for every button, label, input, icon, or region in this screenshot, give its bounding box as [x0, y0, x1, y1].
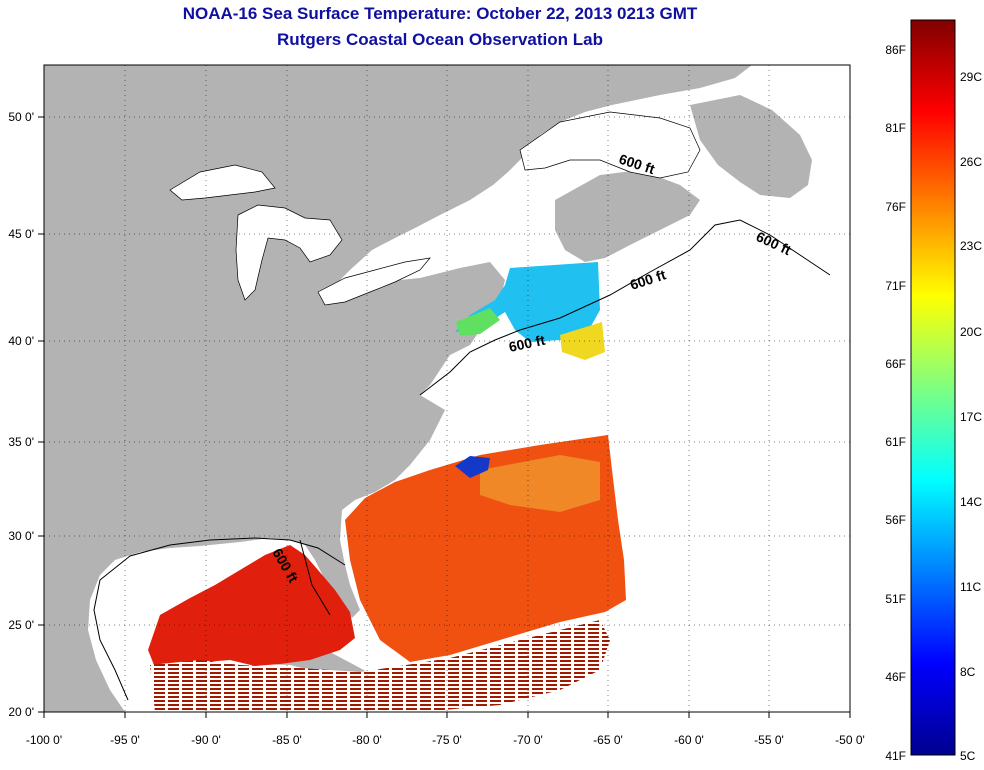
x-tick-label: -70 0': [513, 733, 543, 747]
colorbar-f-label: 86F: [885, 43, 906, 57]
lake-erie-ontario: [317, 257, 431, 306]
land-canada: [44, 65, 752, 320]
sst-caribbean-streaked: [150, 620, 610, 712]
colorbar-c-label: 17C: [960, 410, 982, 424]
map-title: NOAA-16 Sea Surface Temperature: October…: [182, 4, 698, 23]
lake-michigan-huron: [235, 204, 343, 301]
gulf-st-lawrence: [519, 111, 701, 179]
colorbar-c-label: 8C: [960, 665, 976, 679]
colorbar-f-label: 61F: [885, 435, 906, 449]
y-tick-label: 35 0': [8, 435, 34, 449]
x-tick-label: -60 0': [674, 733, 704, 747]
x-tick-label: -50 0': [835, 733, 865, 747]
contour-600ft-north: [419, 219, 831, 396]
colorbar-f-label: 71F: [885, 279, 906, 293]
x-tick-label: -100 0': [26, 733, 62, 747]
y-tick-label: 45 0': [8, 227, 34, 241]
y-tick-label: 25 0': [8, 618, 34, 632]
colorbar-f-label: 76F: [885, 200, 906, 214]
contour-600ft-gulf: [93, 537, 346, 701]
land-nova-scotia: [555, 170, 700, 262]
colorbar-f-label: 51F: [885, 592, 906, 606]
colorbar-c-label: 5C: [960, 749, 976, 763]
x-tick-label: -90 0': [191, 733, 221, 747]
lake-superior: [169, 164, 276, 201]
y-tick-label: 50 0': [8, 110, 34, 124]
sst-cape-cod-green: [456, 308, 500, 336]
y-tick-label: 40 0': [8, 334, 34, 348]
colorbar: [910, 19, 956, 756]
colorbar-c-label: 20C: [960, 325, 982, 339]
sst-gulf-of-maine: [455, 262, 600, 342]
x-tick-label: -95 0': [110, 733, 140, 747]
sst-atlantic-orange: [480, 455, 600, 512]
colorbar-f-label: 81F: [885, 121, 906, 135]
y-tick-label: 30 0': [8, 529, 34, 543]
sst-georges-bank-warm: [560, 322, 605, 360]
x-tick-label: -85 0': [272, 733, 302, 747]
sst-cold-eddy: [455, 456, 490, 478]
x-tick-label: -80 0': [352, 733, 382, 747]
colorbar-f-label: 66F: [885, 357, 906, 371]
contour-600ft-gulf-shelf: [299, 539, 331, 616]
colorbar-c-label: 23C: [960, 239, 982, 253]
sst-gulf-of-mexico: [148, 545, 355, 680]
x-axis: -100 0' -95 0' -90 0' -85 0' -80 0' -75 0' -70…: [26, 712, 865, 747]
colorbar-f-label: 56F: [885, 513, 906, 527]
colorbar-f-label: 41F: [885, 749, 906, 763]
colorbar-f-label: 46F: [885, 670, 906, 684]
y-tick-label: 20 0': [8, 705, 34, 719]
land-usa: [44, 262, 505, 712]
colorbar-fahrenheit-labels: 86F 81F 76F 71F 66F 61F 56F 51F 46F 41F: [885, 43, 906, 763]
colorbar-c-label: 11C: [960, 580, 981, 594]
x-tick-label: -75 0': [432, 733, 462, 747]
land-newfoundland: [690, 95, 812, 198]
map-subtitle: Rutgers Coastal Ocean Observation Lab: [277, 30, 603, 49]
colorbar-celsius-labels: 29C 26C 23C 20C 17C 14C 11C 8C 5C: [960, 70, 982, 763]
contour-label-4: 600 ft: [507, 332, 546, 355]
colorbar-c-label: 26C: [960, 155, 982, 169]
colorbar-c-label: 14C: [960, 495, 982, 509]
colorbar-c-label: 29C: [960, 70, 982, 84]
x-tick-label: -65 0': [593, 733, 623, 747]
y-axis: 20 0' 25 0' 30 0' 35 0' 40 0' 45 0' 50 0': [8, 110, 44, 719]
x-tick-label: -55 0': [754, 733, 784, 747]
